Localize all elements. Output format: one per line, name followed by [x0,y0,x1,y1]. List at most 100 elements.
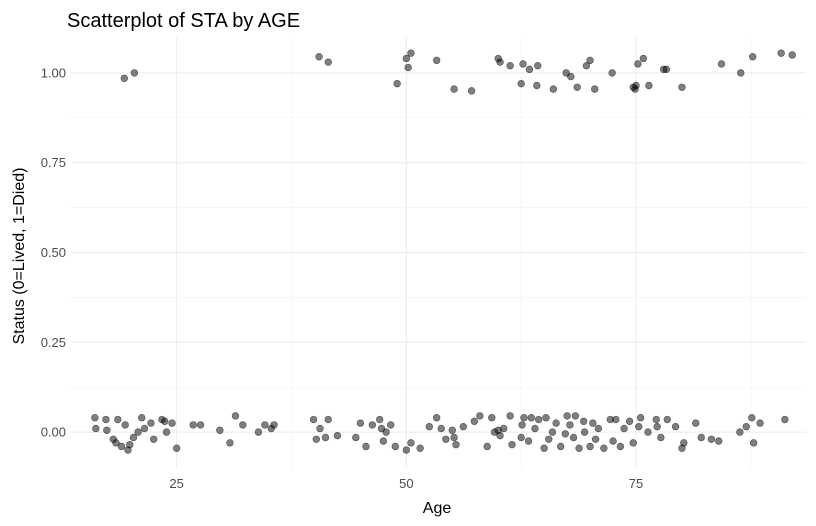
data-point [589,419,597,427]
y-tick-label: 0.50 [41,245,66,260]
data-point [120,74,128,83]
data-point [591,435,600,443]
data-point [518,421,526,429]
y-tick-labels: 0.00 0.25 0.50 0.75 1.00 [41,65,66,439]
data-point [582,62,591,70]
data-point [500,424,508,433]
data-point [333,431,342,440]
data-point [549,85,558,93]
data-point [517,433,525,442]
data-point [590,85,599,93]
data-point [533,81,541,90]
data-point [573,83,581,91]
data-point [556,442,565,451]
data-point [629,439,637,447]
data-point [653,422,661,431]
x-tick-labels: 25 50 75 [169,476,643,491]
y-axis-label: Status (0=Lived, 1=Died) [11,168,28,345]
data-point [781,415,789,424]
data-point [635,422,643,431]
data-point [149,435,158,443]
data-points [91,49,796,454]
data-point [382,428,390,436]
data-point [609,437,617,445]
data-point [657,433,665,442]
data-point [391,442,400,451]
data-point [527,414,535,422]
grid [71,37,806,468]
data-point [216,426,224,434]
data-point [571,412,580,420]
data-point [437,424,445,433]
data-point [402,54,411,63]
data-point [134,428,142,436]
data-point [632,81,640,90]
data-point [352,433,360,442]
data-point [316,424,324,433]
data-point [542,414,550,422]
data-point [545,435,553,443]
data-point [506,62,514,70]
data-point [140,424,149,433]
data-point [442,435,450,443]
data-point [407,439,415,447]
x-tick-label: 50 [399,476,413,491]
data-point [540,444,548,452]
data-point [376,415,384,424]
data-point [586,56,594,65]
y-tick-label: 1.00 [41,65,66,80]
data-point [261,421,269,429]
data-point [387,421,395,429]
data-point [717,60,726,68]
data-point [748,414,756,422]
data-point [117,442,126,451]
data-point [749,53,757,61]
data-point [356,419,365,427]
data-point [777,49,785,57]
data-point [393,79,401,88]
y-tick-label: 0.00 [41,425,66,440]
data-point [575,444,583,452]
data-point [580,428,589,436]
data-point [644,428,652,436]
data-point [402,446,411,454]
data-point [707,435,716,443]
data-point [196,421,205,429]
data-point [425,422,434,431]
data-point [470,417,479,426]
data-point [112,439,120,447]
data-point [548,428,557,436]
data-point [450,85,458,93]
data-point [172,444,181,452]
x-tick-label: 75 [629,476,643,491]
data-point [379,437,388,445]
data-point [671,422,680,431]
data-point [567,72,575,81]
data-point [407,49,415,57]
data-point [566,421,574,429]
data-point [168,419,176,427]
data-point [645,81,653,90]
data-point [697,433,705,442]
y-tick-label: 0.75 [41,155,66,170]
data-point [483,442,491,451]
data-point [594,424,603,433]
data-point [315,53,323,61]
data-point [692,419,700,427]
data-point [114,415,122,424]
data-point [362,442,370,451]
data-point [600,444,608,452]
data-point [756,419,764,427]
data-point [130,69,139,77]
data-point [239,421,247,429]
data-point [579,417,588,426]
data-point [129,433,138,442]
data-point [569,433,578,442]
data-point [138,414,146,422]
data-point [312,435,321,443]
data-point [368,421,377,429]
data-point [459,422,468,431]
data-point [608,69,616,77]
data-point [432,56,441,65]
data-point [270,421,278,429]
